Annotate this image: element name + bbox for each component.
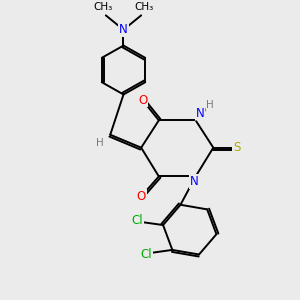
- Text: Cl: Cl: [141, 248, 152, 261]
- Text: Cl: Cl: [131, 214, 143, 227]
- Text: H: H: [96, 138, 104, 148]
- Text: CH₃: CH₃: [93, 2, 112, 12]
- Text: H: H: [206, 100, 214, 110]
- Text: CH₃: CH₃: [134, 2, 154, 12]
- Text: O: O: [136, 190, 146, 203]
- Text: N: N: [190, 175, 199, 188]
- Text: N: N: [196, 107, 204, 120]
- Text: N: N: [119, 23, 128, 36]
- Text: S: S: [233, 141, 241, 154]
- Text: O: O: [138, 94, 147, 107]
